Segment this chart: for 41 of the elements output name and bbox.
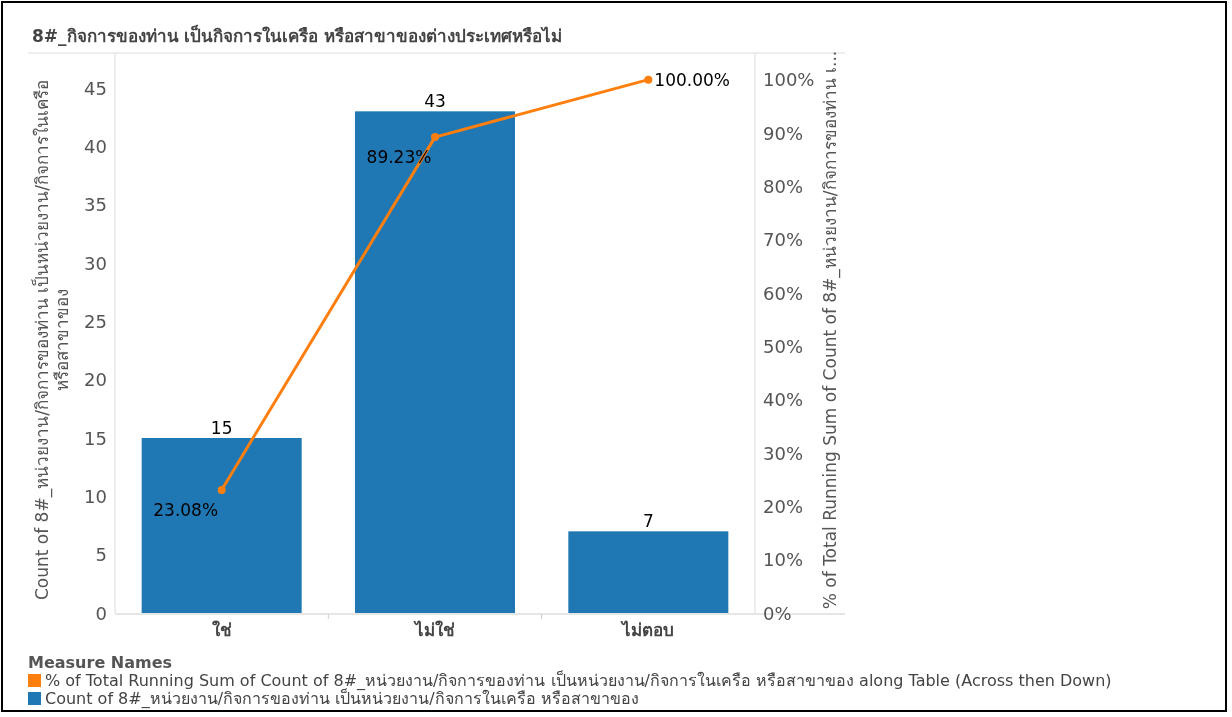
point <box>644 75 653 84</box>
y-tick-label: 5 <box>95 544 107 566</box>
data-label: 23.08% <box>153 499 219 520</box>
bar <box>568 531 729 613</box>
y2-axis-title: % of Total Running Sum of Count of 8#_หน่วยงาน/กิจการของท่าน เ... <box>820 50 840 610</box>
y2-tick-label: 50% <box>763 335 804 357</box>
y-tick-label: 20 <box>84 369 107 391</box>
data-label: 43 <box>424 91 446 112</box>
y2-tick-label: 10% <box>763 549 804 571</box>
legend-label: Count of 8#_หน่วยงาน/กิจการของท่าน เป็นหน่วยงาน/กิจการในเครือ หรือสาขาของ <box>44 689 640 708</box>
y-tick-label: 45 <box>84 77 107 99</box>
y2-tick-label: 20% <box>763 495 804 517</box>
x-tick-label: ไม่ตอบ <box>620 620 675 640</box>
y-tick-label: 30 <box>84 252 107 274</box>
y2-tick-label: 40% <box>763 389 804 411</box>
data-label: 7 <box>642 511 654 532</box>
data-label: 15 <box>210 418 233 438</box>
data-label: 100.00% <box>654 69 730 90</box>
y-tick-label: 10 <box>84 485 107 507</box>
y2-tick-label: 100% <box>763 69 815 91</box>
y2-tick-label: 0% <box>763 602 792 624</box>
legend-label: % of Total Running Sum of Count of 8#_หน่วยงาน/กิจการของท่าน เป็นหน่วยงาน/กิจการในเครือ หรือสาขาของ along Table (Across then Down) <box>44 671 1112 690</box>
y2-tick-label: 30% <box>763 442 804 464</box>
point <box>431 133 439 142</box>
y2-tick-label: 70% <box>763 229 804 251</box>
y-tick-label: 35 <box>84 194 107 216</box>
bar <box>141 438 302 613</box>
chart-title: 8#_กิจการของท่าน เป็นกิจการในเครือ หรือสาขาของต่างประเทศหรือไม่ <box>32 24 563 46</box>
y2-tick-label: 80% <box>763 175 804 197</box>
y-tick-label: 25 <box>84 310 107 332</box>
x-tick-label: ไม่ใช่ <box>413 620 455 640</box>
y2-tick-label: 90% <box>763 122 804 144</box>
x-tick-label: ใช่ <box>211 620 232 640</box>
point <box>217 485 226 494</box>
y-tick-label: 15 <box>84 427 107 449</box>
bar <box>355 111 515 613</box>
y2-tick-label: 60% <box>763 282 804 304</box>
y-tick-label: 0 <box>95 602 107 624</box>
y-axis-title: Count of 8#_หน่วยงาน/กิจการของท่าน เป็นหน่วยงาน/กิจการในเครือ หรือสาขาของ <box>32 78 72 603</box>
legend-title: Measure Names <box>28 653 174 672</box>
y-tick-label: 40 <box>84 135 107 157</box>
